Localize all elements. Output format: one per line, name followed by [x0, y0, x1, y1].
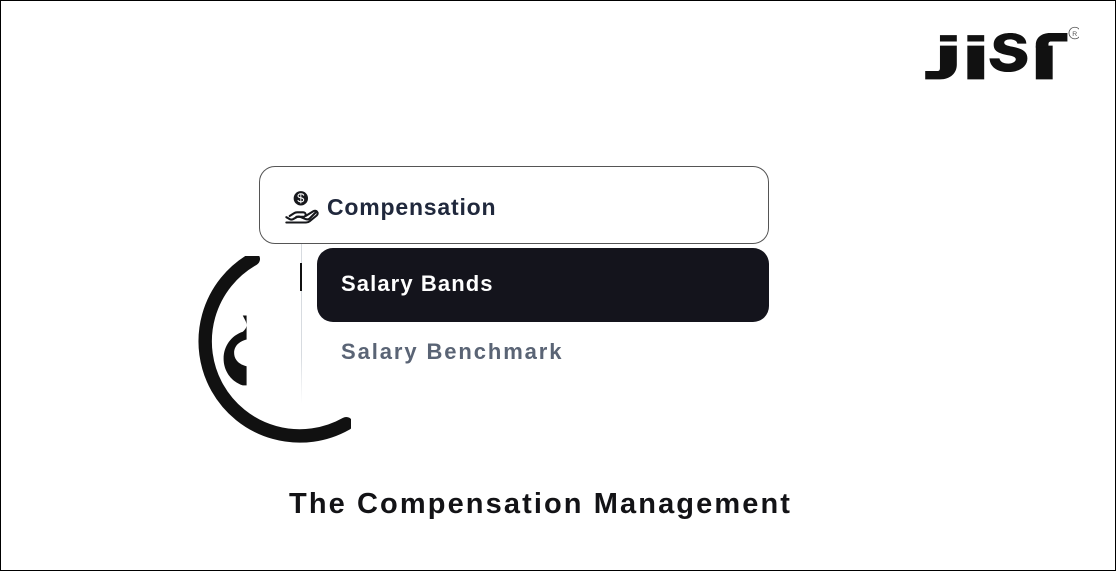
svg-text:R: R [1072, 31, 1077, 38]
